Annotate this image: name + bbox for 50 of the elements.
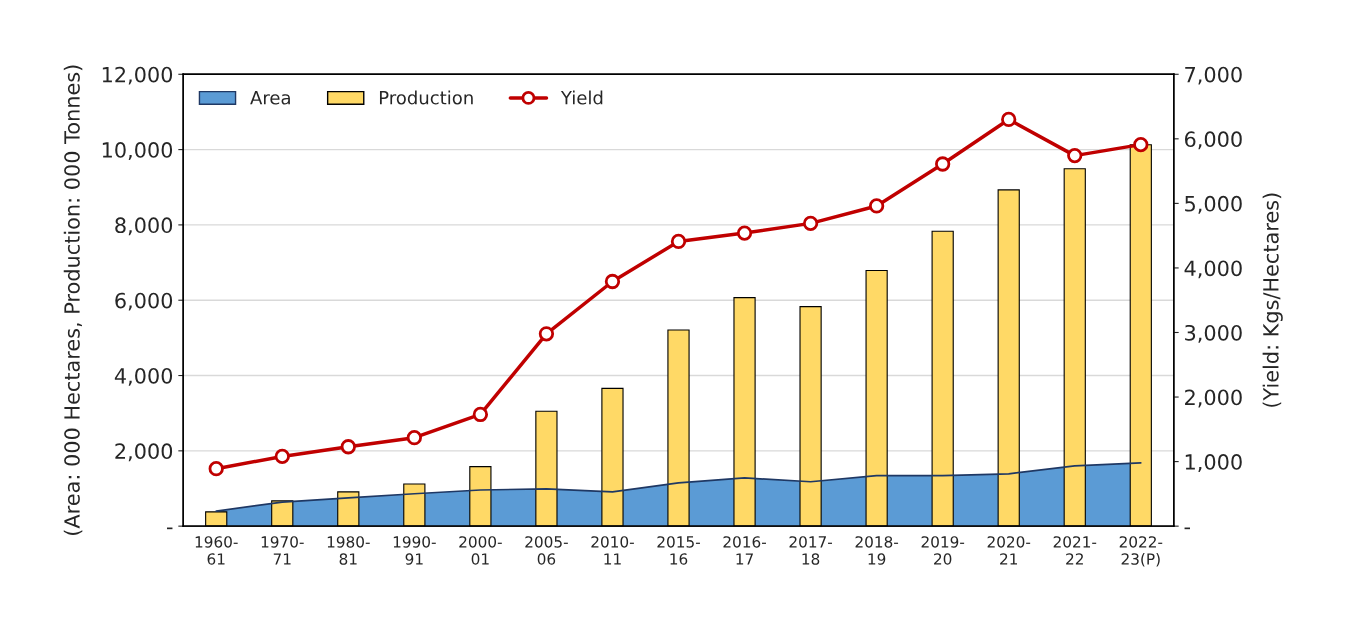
x-tick-label: 2018- 19 [855, 536, 899, 565]
point [604, 273, 621, 290]
x-tick-label: 1970- 71 [261, 536, 304, 565]
x-tick-label: 2005- 06 [525, 536, 568, 565]
y-tick-label: - [166, 527, 173, 530]
point [340, 439, 356, 455]
legend-label: Yield [560, 90, 603, 105]
x-tick-label: 2015- 16 [657, 536, 700, 565]
x-tick-label: 1960- 61 [195, 536, 238, 565]
y2-tick-label: 2,000 [1185, 389, 1242, 408]
legend-label: Area [250, 91, 290, 105]
x-tick-label: 2021- 22 [1053, 536, 1097, 565]
y-axis-title: (Area: 000 Hectares, Production: 000 Tonnes) [63, 65, 83, 535]
point [1133, 137, 1149, 153]
y2-tick-label: 1,000 [1185, 454, 1242, 472]
point [1001, 111, 1017, 128]
x-tick-label: 1980- 81 [327, 536, 370, 565]
point [802, 215, 819, 232]
x-tick-label: 2019- 20 [921, 536, 965, 565]
x-tick-label: 2010- 11 [591, 536, 634, 565]
y2-tick-label: 6,000 [1184, 131, 1242, 150]
y-tick-label: 10,000 [102, 142, 173, 160]
y2-tick-label: 4,000 [1184, 260, 1242, 279]
point [670, 233, 687, 250]
y2-tick-label: - [1184, 527, 1191, 530]
y-tick-label: 12,000 [102, 66, 173, 85]
y-tick-label: 2,000 [115, 443, 173, 462]
point [868, 198, 885, 214]
y2-tick-label: 3,000 [1185, 324, 1242, 343]
point [472, 406, 489, 423]
point [1067, 147, 1083, 164]
point [538, 326, 555, 342]
x-tick-label: 2022- 23(P) [1119, 536, 1163, 567]
legend-label: Production [379, 90, 473, 105]
point [274, 448, 290, 465]
point [736, 225, 753, 241]
point [935, 156, 951, 172]
y-tick-label: 8,000 [115, 217, 173, 236]
x-tick-label: 2016- 17 [723, 536, 766, 565]
point [406, 430, 422, 446]
x-tick-label: 2000- 01 [459, 536, 502, 565]
y2-tick-label: 5,000 [1185, 195, 1242, 214]
x-tick-label: 2017- 18 [789, 536, 833, 565]
y2-tick-label: 7,000 [1185, 66, 1242, 85]
y2-axis-title: (Yield: Kgs/Hectares) [1262, 193, 1283, 407]
x-tick-label: 2020- 21 [987, 536, 1031, 565]
x-tick-label: 1990- 91 [393, 536, 436, 565]
y-tick-label: 4,000 [114, 367, 173, 386]
y-tick-label: 6,000 [115, 292, 173, 311]
point [208, 461, 224, 477]
